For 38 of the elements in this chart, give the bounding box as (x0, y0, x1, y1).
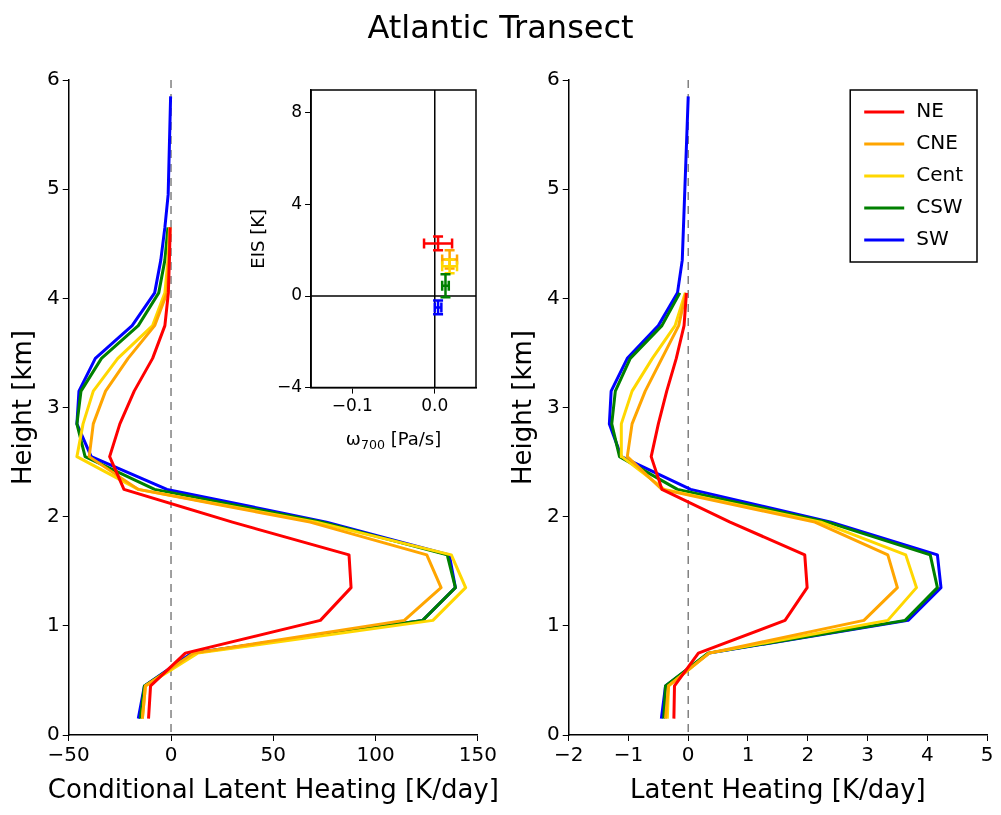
legend-label: NE (916, 98, 944, 123)
y-tick-label: 5 (546, 175, 560, 200)
chart-title: Atlantic Transect (366, 8, 635, 46)
y-tick-label: 2 (46, 502, 60, 527)
x-tick-label: 1 (741, 742, 755, 767)
y-tick-label: 1 (46, 612, 60, 637)
y-axis-title: EIS [K] (246, 208, 268, 269)
y-tick-label: 1 (546, 612, 560, 637)
x-tick-label: 0 (164, 742, 178, 767)
x-tick-label: 0.0 (421, 395, 449, 416)
x-tick-label: 5 (980, 742, 994, 767)
y-tick-label: 2 (546, 502, 560, 527)
x-axis-title: Latent Heating [K/day] (630, 773, 926, 804)
x-tick-label: 100 (356, 742, 395, 767)
y-tick-label: 6 (546, 66, 560, 91)
y-axis-title: Height [km] (506, 330, 537, 485)
y-tick-label: 4 (291, 192, 303, 213)
x-tick-label: 0 (681, 742, 695, 767)
x-tick-label: 2 (801, 742, 815, 767)
y-tick-label: 5 (46, 175, 60, 200)
y-axis-title: Height [km] (6, 330, 37, 485)
y-tick-label: 0 (291, 284, 303, 305)
x-tick-label: 150 (458, 742, 498, 767)
y-tick-label: 8 (291, 101, 303, 122)
legend-label: CNE (916, 130, 958, 155)
x-tick-label: 50 (260, 742, 287, 767)
legend-label: Cent (916, 162, 964, 187)
y-tick-label: 4 (46, 284, 60, 309)
y-tick-label: −4 (277, 376, 303, 397)
x-tick-label: −1 (613, 742, 644, 767)
x-tick-label: 4 (920, 742, 934, 767)
y-tick-label: 4 (546, 284, 560, 309)
legend-label: SW (916, 226, 949, 251)
x-tick-label: −0.1 (331, 395, 373, 416)
x-tick-label: 3 (861, 742, 874, 767)
legend-label: CSW (916, 194, 963, 219)
y-tick-label: 6 (46, 66, 60, 91)
x-axis-title: Conditional Latent Heating [K/day] (47, 773, 499, 804)
